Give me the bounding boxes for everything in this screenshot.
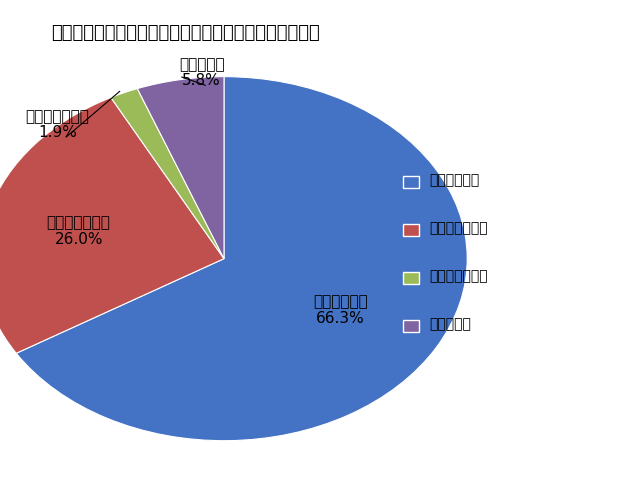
Text: 今より高まる: 今より高まる: [313, 295, 368, 309]
FancyBboxPatch shape: [403, 272, 419, 284]
Text: 1.9%: 1.9%: [38, 125, 77, 140]
Wedge shape: [138, 77, 224, 259]
Text: 今より高まる: 今より高まる: [429, 173, 479, 188]
Text: 世の中で、英語の重要性は今後どうなると思いますか？: 世の中で、英語の重要性は今後どうなると思いますか？: [51, 24, 320, 42]
Wedge shape: [16, 77, 467, 441]
FancyBboxPatch shape: [403, 176, 419, 188]
Text: 現在と変わらず: 現在と変わらず: [429, 221, 488, 236]
FancyBboxPatch shape: [403, 224, 419, 236]
Text: 5.8%: 5.8%: [182, 73, 221, 88]
Wedge shape: [111, 89, 224, 259]
Text: 現在と変わらず: 現在と変わらず: [47, 215, 111, 230]
Text: 26.0%: 26.0%: [54, 231, 103, 247]
Wedge shape: [0, 98, 224, 354]
Text: 66.3%: 66.3%: [316, 311, 365, 326]
Text: 分からない: 分からない: [429, 317, 470, 331]
Text: 今より低くなる: 今より低くなる: [26, 110, 90, 125]
Text: 分からない: 分からない: [179, 57, 225, 72]
FancyBboxPatch shape: [403, 320, 419, 332]
Text: 今より低くなる: 今より低くなる: [429, 269, 488, 284]
